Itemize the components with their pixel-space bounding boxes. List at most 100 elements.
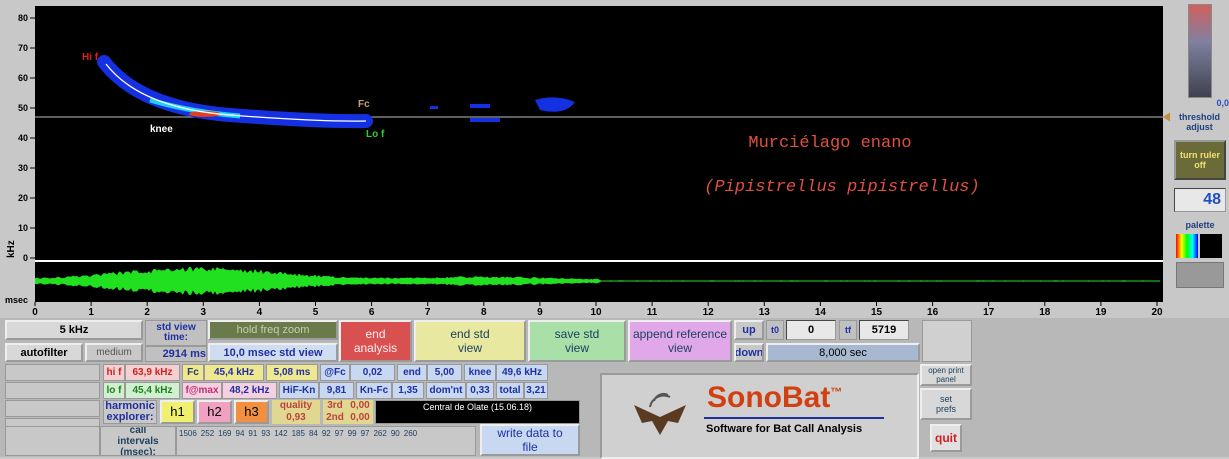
harmonic-button[interactable]: h2	[197, 400, 232, 424]
append-reference-view-button[interactable]: append reference view	[628, 320, 732, 362]
zoom-value[interactable]: 48	[1174, 188, 1226, 212]
std-view-time-label: std view time:	[145, 320, 207, 346]
up-button[interactable]: up	[734, 320, 764, 340]
call-interval: 169	[218, 429, 231, 439]
x-axis-label: msec	[5, 295, 28, 305]
x-tick-label: 1	[88, 307, 94, 318]
freq-zoom-dropdown[interactable]: 5 kHz	[5, 320, 143, 340]
palette-gray[interactable]	[1176, 262, 1224, 288]
measurement-label: HiF-Kn	[279, 382, 319, 399]
autofilter-dropdown[interactable]: autofilter	[5, 343, 83, 362]
call-interval: 97	[361, 429, 370, 439]
measurement-label: f@max	[182, 382, 222, 399]
filter-level-dropdown[interactable]: medium	[85, 343, 143, 362]
logo-tagline: Software for Bat Call Analysis	[706, 423, 862, 435]
harmonic-explorer-label: harmonic explorer:	[103, 400, 157, 424]
x-tick-label: 7	[425, 307, 431, 318]
x-tick-label: 16	[927, 307, 939, 318]
tf-field[interactable]: 5719	[859, 320, 909, 340]
x-tick-label: 4	[257, 307, 263, 318]
knee-marker: knee	[150, 124, 173, 135]
second-label: 2nd	[323, 412, 347, 424]
t0-field[interactable]: 0	[786, 320, 836, 340]
x-tick-label: 14	[815, 307, 827, 318]
hi-f-marker: Hi f	[82, 52, 99, 63]
y-tick-label: 40	[18, 133, 28, 143]
measurement-label: hi f	[103, 364, 125, 381]
logo-box: SonoBat™ Software for Bat Call Analysis	[600, 373, 919, 459]
down-button[interactable]: down	[734, 343, 764, 362]
end-std-view-button[interactable]: end std view	[414, 320, 526, 362]
y-tick-label: 80	[18, 13, 28, 23]
blank-box	[922, 320, 972, 362]
spectrogram-view: Hi f knee Fc Lo f Murciélago enano (Pipi…	[0, 0, 1229, 318]
measurement-value: 5,08 ms	[266, 364, 318, 381]
call-interval: 1506	[179, 429, 197, 439]
call-interval: 84	[309, 429, 318, 439]
measurement-label: lo f	[103, 382, 125, 399]
tf-label: tf	[839, 320, 857, 340]
call-interval: 142	[274, 429, 287, 439]
x-tick-label: 15	[871, 307, 883, 318]
x-tick-label: 0	[32, 307, 38, 318]
std-view-width-dropdown[interactable]: 10,0 msec std view	[208, 343, 338, 362]
third-value: 0,00	[347, 400, 373, 412]
x-tick-label: 17	[983, 307, 995, 318]
palette-dark[interactable]	[1200, 234, 1222, 258]
call-interval: 94	[236, 429, 245, 439]
side-panel: 0,0 threshold adjust turn ruler off 48 p…	[1170, 0, 1229, 290]
x-tick-label: 6	[369, 307, 375, 318]
lo-f-marker: Lo f	[366, 129, 385, 140]
palette-color[interactable]	[1176, 234, 1198, 258]
open-print-panel-button[interactable]: open print panel	[920, 364, 972, 386]
species-common: Murciélago enano	[748, 134, 911, 153]
y-tick-label: 30	[18, 163, 28, 173]
threshold-label: threshold adjust	[1170, 109, 1229, 135]
measurement-value: 5,00	[427, 364, 462, 381]
harmonic-button[interactable]: h1	[160, 400, 195, 424]
y-tick-label: 20	[18, 193, 28, 203]
call-interval: 185	[292, 429, 305, 439]
x-tick-label: 5	[313, 307, 319, 318]
measurement-label: Fc	[182, 364, 204, 381]
save-std-view-button[interactable]: save std view	[528, 320, 626, 362]
call-interval: 97	[335, 429, 344, 439]
measurement-value: 9,81	[319, 382, 354, 399]
blank-row	[5, 382, 100, 399]
measurement-value: 0,02	[350, 364, 395, 381]
threshold-value: 0,0	[1170, 97, 1229, 109]
spectrogram-area	[35, 6, 1163, 260]
site-label: Central de Olate (15.06.18)	[375, 400, 580, 424]
x-tick-label: 8	[481, 307, 487, 318]
control-panel: SonoBat™ Software for Bat Call Analysis …	[0, 318, 1229, 457]
quit-button[interactable]: quit	[930, 424, 962, 452]
harmonic-button[interactable]: h3	[234, 400, 269, 424]
measurement-value: 0,33	[466, 382, 494, 399]
x-tick-label: 12	[703, 307, 715, 318]
x-tick-label: 18	[1039, 307, 1051, 318]
measurement-value: 45,4 kHz	[204, 364, 264, 381]
measurement-value: 63,9 kHz	[125, 364, 180, 381]
write-data-button[interactable]: write data to file	[480, 424, 580, 456]
set-prefs-button[interactable]: set prefs	[920, 388, 972, 420]
x-tick-label: 20	[1151, 307, 1163, 318]
end-analysis-button[interactable]: end analysis	[339, 320, 412, 362]
x-tick-label: 9	[537, 307, 543, 318]
speaker-icon	[5, 426, 100, 456]
x-tick-label: 19	[1095, 307, 1107, 318]
call-intervals-label: call intervals (msec):	[100, 426, 176, 456]
ruler-button[interactable]: turn ruler off	[1174, 140, 1226, 180]
call-interval: 90	[391, 429, 400, 439]
measurement-label: dom'nt	[426, 382, 466, 399]
hold-freq-zoom-dropdown[interactable]: hold freq zoom	[208, 320, 338, 340]
measurement-label: end	[397, 364, 427, 381]
threshold-slider[interactable]	[1188, 4, 1212, 98]
duration-dropdown[interactable]: 8,000 sec	[766, 343, 920, 362]
y-tick-label: 10	[18, 223, 28, 233]
bat-icon	[630, 387, 690, 443]
t0-label: t0	[766, 320, 784, 340]
call-interval: 93	[261, 429, 270, 439]
y-tick-label: 50	[18, 103, 28, 113]
std-view-time: 2914 ms	[145, 346, 207, 362]
